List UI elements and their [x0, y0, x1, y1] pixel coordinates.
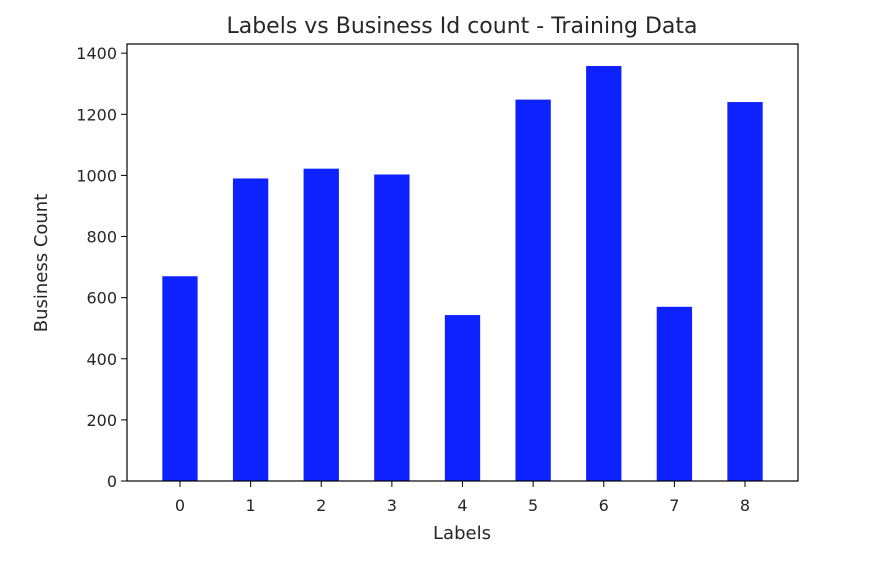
x-tick-label: 4	[457, 496, 467, 515]
y-tick-label: 400	[86, 350, 117, 369]
bar-4	[444, 315, 481, 481]
x-tick-label: 0	[175, 496, 185, 515]
y-tick-label: 600	[86, 289, 117, 308]
bar-1	[232, 178, 269, 481]
x-tick-label: 3	[387, 496, 397, 515]
y-axis-label: Business Count	[31, 194, 52, 333]
bar-5	[515, 99, 551, 482]
x-tick-label: 1	[246, 496, 256, 515]
y-axis-ticks: 0 200 400 600 800 1000 1200 1400	[76, 44, 127, 491]
bar-2	[303, 168, 339, 482]
bar-6	[586, 66, 622, 481]
y-tick-label: 800	[86, 228, 117, 247]
bar-8	[727, 102, 763, 482]
x-axis-label: Labels	[433, 523, 491, 544]
y-tick-label: 1000	[76, 166, 117, 185]
bar-3	[374, 174, 410, 481]
chart-title: Labels vs Business Id count - Training D…	[226, 14, 697, 39]
x-tick-label: 5	[528, 496, 538, 515]
x-tick-label: 6	[599, 496, 609, 515]
plot-area-frame	[126, 43, 799, 482]
y-tick-label: 0	[107, 472, 117, 491]
x-tick-label: 8	[740, 496, 750, 515]
x-tick-label: 7	[669, 496, 679, 515]
y-tick-label: 1200	[76, 105, 117, 124]
bar-7	[656, 306, 693, 481]
bars-layer	[162, 66, 763, 482]
bar-0	[162, 276, 198, 481]
y-tick-label: 200	[86, 411, 117, 430]
x-tick-label: 2	[316, 496, 326, 515]
x-axis-ticks: 0 1 2 3 4 5 6 7 8	[175, 481, 750, 515]
y-tick-label: 1400	[76, 44, 117, 63]
